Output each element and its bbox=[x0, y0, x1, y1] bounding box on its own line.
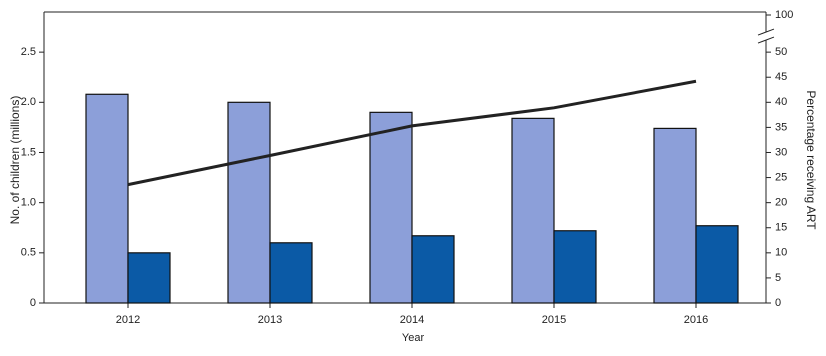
x-tick-label: 2013 bbox=[258, 314, 282, 326]
y2-tick-label: 45 bbox=[775, 71, 787, 83]
y2-tick-label: 5 bbox=[775, 272, 781, 284]
y-tick-label: 0 bbox=[30, 297, 36, 309]
y2-tick-label: 25 bbox=[775, 171, 787, 183]
y2-tick-label: 15 bbox=[775, 222, 787, 234]
x-tick-label: 2014 bbox=[400, 314, 424, 326]
y-tick-label: 2.5 bbox=[21, 46, 36, 58]
y2-tick-label: 10 bbox=[775, 247, 787, 259]
bar bbox=[411, 235, 455, 304]
y-tick-label: 0.5 bbox=[21, 247, 36, 259]
y2-tick-label: 30 bbox=[775, 146, 787, 158]
axis-break bbox=[757, 36, 775, 44]
y-tick-label: 2.0 bbox=[21, 96, 36, 108]
y-tick-label: 1.5 bbox=[21, 146, 36, 158]
axis-break bbox=[757, 28, 775, 36]
bar bbox=[695, 225, 739, 304]
y2-tick-label: 0 bbox=[775, 297, 781, 309]
y-axis-label: No. of children (millions) bbox=[8, 96, 22, 225]
bar bbox=[227, 101, 271, 304]
x-tick-label: 2015 bbox=[542, 314, 566, 326]
y2-tick-label: 50 bbox=[775, 46, 787, 58]
y-tick-label: 1.0 bbox=[21, 197, 36, 209]
bar bbox=[553, 230, 597, 304]
bar bbox=[653, 127, 697, 304]
bar bbox=[127, 252, 171, 304]
y2-tick-label: 20 bbox=[775, 197, 787, 209]
x-axis-label: Year bbox=[402, 332, 425, 344]
y2-tick-label: 35 bbox=[775, 121, 787, 133]
bar bbox=[511, 117, 555, 304]
x-tick-label: 2012 bbox=[116, 314, 140, 326]
bar bbox=[369, 111, 413, 304]
y2-axis-label: Percentage receiving ART bbox=[804, 90, 818, 230]
y2-tick-label: 40 bbox=[775, 96, 787, 108]
bar bbox=[85, 93, 129, 304]
y2-tick-label: 100 bbox=[775, 9, 793, 21]
x-tick-label: 2016 bbox=[684, 314, 708, 326]
bar bbox=[269, 242, 313, 304]
line bbox=[127, 79, 697, 187]
